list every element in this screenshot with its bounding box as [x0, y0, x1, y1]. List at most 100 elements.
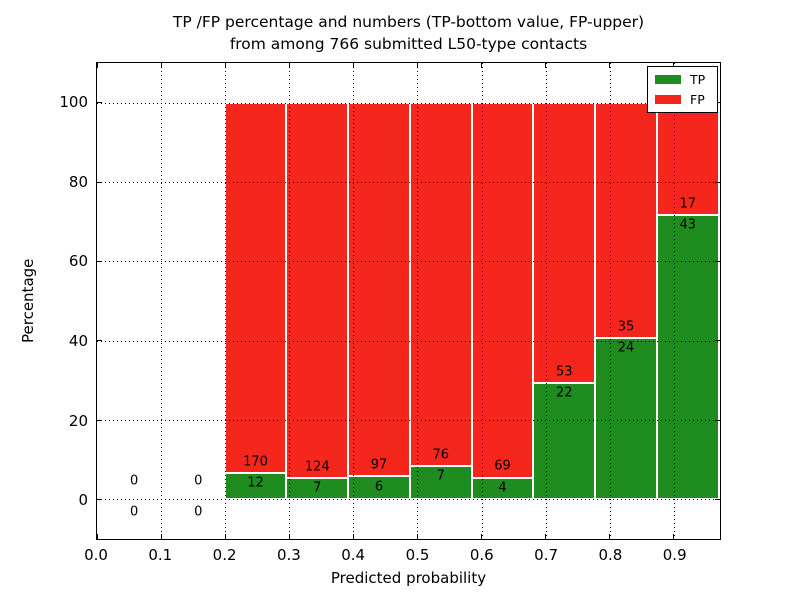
tp-count-label: 6: [374, 479, 384, 495]
x-tick-label: 0.7: [534, 546, 559, 564]
x-tick-label: 0.8: [598, 546, 623, 564]
x-tickmark-bottom: [609, 534, 611, 539]
x-axis-label: Predicted probability: [330, 569, 487, 587]
x-tickmark-bottom: [96, 534, 98, 539]
y-gridline: [97, 420, 720, 421]
fp-count-label: 69: [494, 458, 511, 474]
y-gridline: [97, 182, 720, 183]
legend-label-fp: FP: [690, 92, 705, 107]
y-axis-label: Percentage: [19, 258, 37, 344]
y-gridline: [97, 102, 720, 104]
x-tickmark-top: [416, 63, 418, 68]
x-tick-label: 0.3: [276, 546, 301, 564]
x-tickmark-top: [673, 63, 675, 68]
tp-bar-segment: [348, 476, 410, 500]
tp-bar-segment: [286, 478, 349, 500]
legend-item-tp: TP: [655, 73, 710, 86]
fp-count-label: 97: [370, 457, 388, 473]
x-tickmark-top: [352, 63, 354, 68]
x-tickmark-bottom: [545, 534, 547, 539]
x-tickmark-bottom: [160, 534, 162, 539]
y-tick-label: 60: [68, 252, 88, 271]
chart-title-line2: from among 766 submitted L50-type contac…: [229, 35, 588, 53]
y-tick-label: 80: [68, 172, 88, 191]
tp-count-label: 0: [130, 504, 139, 520]
x-tickmark-bottom: [481, 534, 483, 539]
fp-bar-segment: [656, 102, 719, 216]
y-tickmark-left: [97, 498, 102, 500]
y-tickmark-right: [715, 498, 720, 500]
x-tickmark-top: [224, 63, 226, 68]
y-tickmark-right: [715, 181, 720, 183]
y-tickmark-right: [715, 260, 720, 262]
tp-count-label: 0: [194, 504, 203, 520]
x-tick-label: 0.0: [84, 546, 108, 564]
tp-bar-segment: [224, 473, 287, 500]
x-tickmark-bottom: [224, 534, 226, 539]
x-tick-label: 0.4: [341, 546, 366, 564]
x-gridline: [225, 63, 227, 539]
x-gridline: [289, 63, 291, 539]
y-tickmark-right: [715, 419, 720, 421]
x-tickmark-bottom: [288, 534, 290, 539]
x-tick-label: 0.5: [405, 546, 430, 564]
x-gridline: [417, 63, 419, 539]
tp-swatch-icon: [655, 75, 681, 84]
fp-bar-segment: [286, 102, 349, 479]
x-gridline: [609, 63, 611, 539]
fp-bar-segment: [533, 102, 596, 383]
fp-bar-segment: [409, 102, 472, 466]
fp-bar-segment: [595, 102, 657, 338]
fp-count-label: 0: [130, 473, 139, 489]
y-tickmark-left: [97, 260, 102, 262]
tp-count-label: 43: [679, 217, 697, 233]
tp-bar-segment: [656, 215, 719, 500]
x-gridline: [481, 63, 483, 539]
x-gridline: [545, 63, 547, 539]
y-tickmark-left: [97, 181, 102, 183]
y-tickmark-left: [97, 102, 102, 104]
x-tick-label: 0.9: [662, 546, 687, 564]
y-tick-label: 40: [68, 331, 88, 350]
tp-bar-segment: [471, 477, 534, 500]
legend: TP FP: [647, 66, 718, 113]
tp-count-label: 4: [498, 480, 507, 496]
fp-bar-segment: [348, 102, 410, 477]
x-gridline: [353, 63, 355, 539]
x-tickmark-top: [609, 63, 611, 68]
tp-bar-segment: [595, 337, 657, 500]
fp-count-label: 0: [194, 473, 203, 489]
fp-count-label: 53: [555, 364, 573, 380]
x-tick-label: 0.6: [469, 546, 494, 564]
x-tickmark-bottom: [416, 534, 418, 539]
chart-title-line1: TP /FP percentage and numbers (TP-bottom…: [172, 13, 645, 31]
tp-count-label: 24: [617, 340, 635, 356]
x-gridline: [673, 63, 675, 539]
plot-area: TP FP 0 0 0 0 170 12 124 7 97 6 76 7 69 4 53 22 35 24 17 43: [96, 62, 721, 540]
x-tickmark-bottom: [352, 534, 354, 539]
tp-count-label: 7: [436, 468, 445, 484]
x-tickmark-top: [160, 63, 162, 68]
y-tickmark-left: [97, 340, 102, 342]
y-tick-label: 0: [78, 491, 88, 510]
fp-count-label: 17: [679, 196, 697, 212]
y-tick-label: 20: [68, 411, 88, 430]
fp-count-label: 170: [243, 454, 268, 470]
x-tickmark-top: [288, 63, 290, 68]
x-gridline: [161, 63, 163, 539]
fp-bar-segment: [224, 102, 287, 474]
tp-bar-segment: [533, 382, 596, 500]
y-tick-label: 100: [59, 92, 88, 111]
fp-count-label: 35: [617, 319, 635, 335]
x-tick-label: 0.2: [212, 546, 237, 564]
fp-count-label: 124: [304, 459, 330, 475]
x-tickmark-top: [96, 63, 98, 68]
legend-item-fp: FP: [655, 93, 710, 106]
x-tickmark-top: [545, 63, 547, 68]
y-gridline: [97, 340, 720, 342]
tp-count-label: 12: [247, 475, 264, 491]
x-tick-label: 0.1: [148, 546, 173, 564]
tp-count-label: 22: [555, 385, 573, 401]
y-tickmark-right: [715, 340, 720, 342]
x-tickmark-bottom: [673, 534, 675, 539]
